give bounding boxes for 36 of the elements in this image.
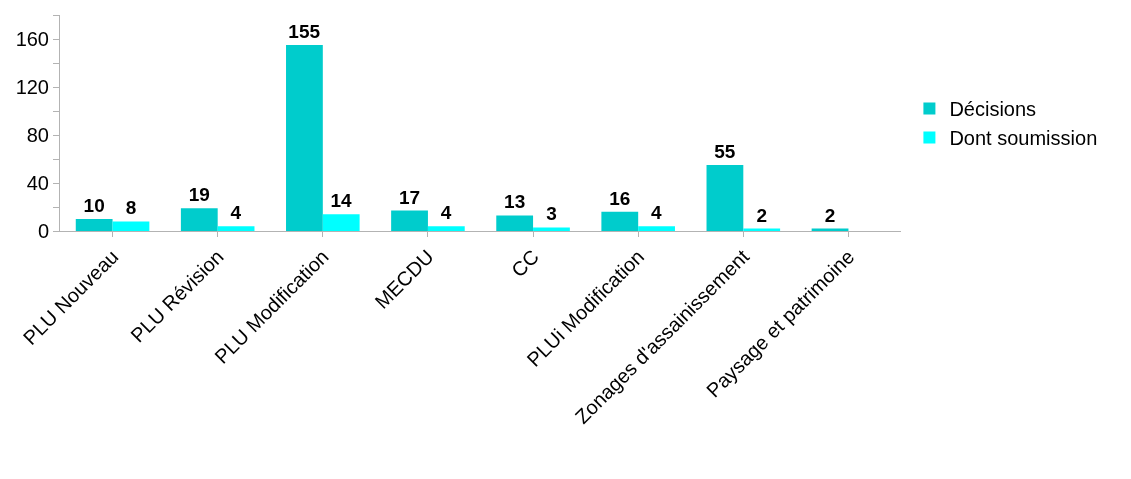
bar <box>217 226 255 231</box>
y-tick-label: 160 <box>15 28 49 50</box>
data-label: 13 <box>504 191 526 213</box>
y-tick-label: 40 <box>26 172 49 194</box>
data-label: 16 <box>609 187 631 209</box>
bar <box>706 165 744 231</box>
y-tick-label: 80 <box>26 124 49 146</box>
bar <box>533 227 570 231</box>
data-label: 155 <box>288 21 321 42</box>
data-label: 55 <box>714 141 736 162</box>
data-label: 19 <box>188 184 210 206</box>
legend-label: Dont soumission <box>949 127 1098 150</box>
data-label: 8 <box>125 197 137 219</box>
x-tick-label: CC <box>506 245 543 282</box>
legend-label: Décisions <box>949 98 1037 121</box>
data-label: 4 <box>440 202 452 224</box>
y-tick-label: 120 <box>15 76 49 98</box>
bar <box>601 211 639 231</box>
bar <box>75 219 113 231</box>
data-label: 17 <box>398 186 421 208</box>
data-label: 2 <box>824 204 836 226</box>
data-label: 4 <box>230 202 242 224</box>
bar <box>496 215 534 231</box>
data-label: 10 <box>83 195 105 216</box>
bar <box>286 45 323 231</box>
bar <box>391 210 428 231</box>
y-tick-label: 0 <box>37 220 49 242</box>
bar <box>638 226 675 231</box>
data-label: 14 <box>330 190 352 212</box>
bar <box>112 221 150 231</box>
data-label: 2 <box>756 204 767 226</box>
bar <box>322 214 360 231</box>
data-label: 4 <box>651 202 663 224</box>
data-label: 3 <box>546 203 557 225</box>
bar <box>427 226 465 231</box>
bar <box>180 208 218 231</box>
